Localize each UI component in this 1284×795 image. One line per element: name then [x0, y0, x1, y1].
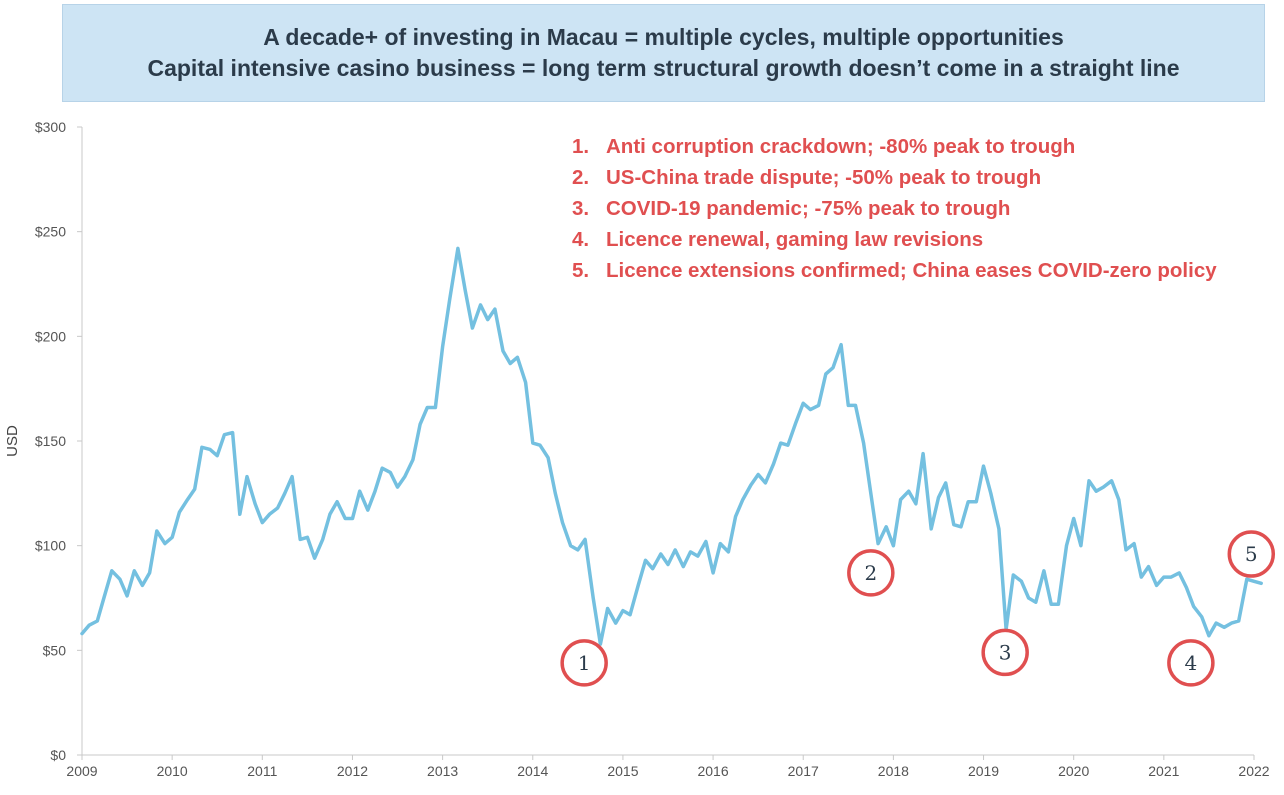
note-number: 2.: [572, 166, 590, 189]
x-tick-label: 2020: [1058, 763, 1089, 779]
event-marker-4: 4: [1167, 639, 1215, 687]
note-text: Anti corruption crackdown; -80% peak to …: [606, 135, 1076, 158]
note-number: 5.: [572, 259, 590, 282]
x-tick-label: 2015: [607, 763, 638, 779]
note-number: 3.: [572, 197, 590, 220]
event-markers: 1 2 3 4 5: [560, 530, 1276, 687]
series-line-layer: [80, 246, 1263, 646]
note-2: 2. US-China trade dispute; -50% peak to t…: [572, 162, 1217, 193]
x-tick-label: 2012: [337, 763, 368, 779]
marker-circle: [1167, 639, 1215, 687]
series-line: [80, 246, 1263, 646]
y-tick-label: $300: [35, 119, 66, 135]
marker-label: 1: [578, 651, 591, 675]
note-number: 1.: [572, 135, 590, 158]
marker-label: 4: [1185, 651, 1198, 675]
title-line-1: A decade+ of investing in Macau = multip…: [263, 24, 1064, 50]
x-tick-label: 2017: [788, 763, 819, 779]
x-tick-label: 2013: [427, 763, 458, 779]
x-tick-label: 2010: [157, 763, 188, 779]
marker-label: 2: [864, 561, 877, 585]
y-tick-label: $150: [35, 433, 66, 449]
x-tick-label: 2011: [247, 763, 277, 779]
y-tick-label: $200: [35, 328, 66, 344]
marker-circle: [560, 639, 608, 687]
y-axis-label: USD: [4, 425, 21, 457]
note-number: 4.: [572, 228, 590, 251]
x-tick-label: 2016: [697, 763, 728, 779]
event-notes: 1. Anti corruption crackdown; -80% peak t…: [572, 131, 1217, 286]
note-text: Licence renewal, gaming law revisions: [606, 228, 984, 251]
title-banner: A decade+ of investing in Macau = multip…: [62, 4, 1265, 102]
marker-circle: [1227, 530, 1276, 578]
event-marker-3: 3: [981, 628, 1029, 677]
y-tick-label: $100: [35, 538, 66, 554]
note-1: 1. Anti corruption crackdown; -80% peak t…: [572, 131, 1217, 162]
y-tick-label: $50: [43, 642, 67, 658]
note-5: 5. Licence extensions confirmed; China ea…: [572, 255, 1217, 286]
event-marker-2: 2: [847, 549, 895, 597]
note-text: Licence extensions confirmed; China ease…: [606, 259, 1217, 282]
y-tick-label: $0: [50, 747, 66, 763]
x-tick-label: 2018: [878, 763, 909, 779]
marker-label: 3: [999, 640, 1012, 664]
x-tick-label: 2019: [968, 763, 999, 779]
x-tick-label: 2021: [1148, 763, 1179, 779]
event-marker-5: 5: [1227, 530, 1276, 578]
note-text: US-China trade dispute; -50% peak to tro…: [606, 166, 1042, 189]
marker-circle: [847, 549, 895, 597]
note-text: COVID-19 pandemic; -75% peak to trough: [606, 197, 1011, 220]
x-tick-label: 2022: [1238, 763, 1269, 779]
axes: $0 $50 $100 $150 $200 $250 $300 2009 2010 2011 201…: [35, 119, 1270, 779]
note-3: 3. COVID-19 pandemic; -75% peak to trough: [572, 193, 1217, 224]
note-4: 4. Licence renewal, gaming law revisions: [572, 224, 1217, 255]
x-tick-label: 2009: [66, 763, 97, 779]
x-tick-label: 2014: [517, 763, 548, 779]
y-tick-label: $250: [35, 224, 66, 240]
marker-circle: [981, 628, 1029, 677]
title-line-2: Capital intensive casino business = long…: [147, 55, 1180, 81]
marker-label: 5: [1245, 542, 1258, 566]
event-marker-1: 1: [560, 639, 608, 687]
